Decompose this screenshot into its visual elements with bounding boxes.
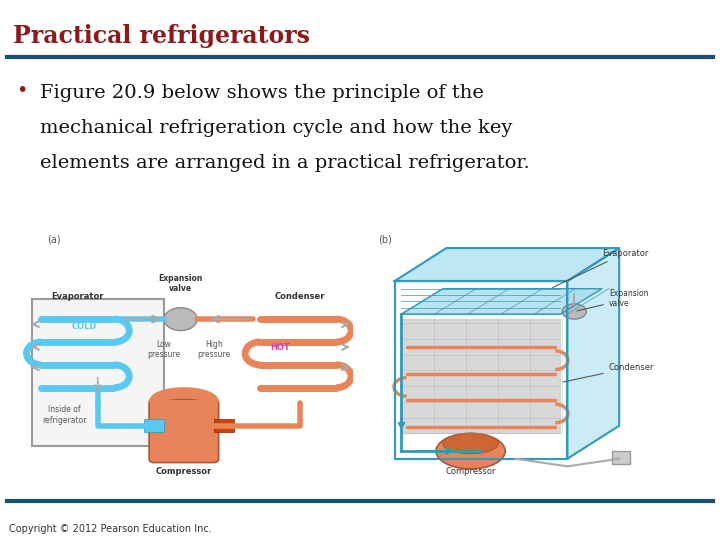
Text: mechanical refrigeration cycle and how the key: mechanical refrigeration cycle and how t…	[40, 119, 512, 137]
Text: Low
pressure: Low pressure	[148, 340, 181, 359]
Polygon shape	[567, 248, 619, 459]
Text: Compressor: Compressor	[446, 467, 496, 476]
Text: Compressor: Compressor	[156, 467, 212, 476]
Text: High
pressure: High pressure	[197, 340, 230, 359]
Text: Copyright © 2012 Pearson Education Inc.: Copyright © 2012 Pearson Education Inc.	[9, 523, 212, 534]
Ellipse shape	[443, 433, 498, 454]
Polygon shape	[402, 319, 560, 433]
Bar	[612, 451, 629, 464]
Polygon shape	[402, 289, 602, 314]
Text: Expansion
valve: Expansion valve	[158, 274, 203, 293]
Text: elements are arranged in a practical refrigerator.: elements are arranged in a practical ref…	[40, 154, 529, 172]
Bar	[395, 281, 567, 459]
Text: Evaporator: Evaporator	[552, 249, 648, 287]
Text: (b): (b)	[378, 235, 392, 245]
Ellipse shape	[436, 433, 505, 469]
Text: COLD: COLD	[72, 322, 97, 332]
Ellipse shape	[164, 308, 197, 330]
Text: Figure 20.9 below shows the principle of the: Figure 20.9 below shows the principle of…	[40, 84, 483, 102]
Bar	[144, 420, 164, 432]
Bar	[32, 299, 164, 446]
Text: Evaporator: Evaporator	[52, 292, 104, 301]
Ellipse shape	[562, 304, 586, 319]
Text: Expansion
valve: Expansion valve	[577, 289, 648, 311]
Text: (a): (a)	[47, 235, 60, 245]
Text: •: •	[16, 81, 27, 100]
Text: HOT: HOT	[270, 342, 289, 352]
Text: Condenser: Condenser	[274, 292, 325, 301]
Text: Practical refrigerators: Practical refrigerators	[13, 24, 310, 48]
FancyBboxPatch shape	[149, 399, 219, 463]
Text: Condenser: Condenser	[563, 363, 654, 382]
Polygon shape	[395, 248, 619, 281]
Bar	[214, 420, 233, 432]
Text: Inside of
refrigerator: Inside of refrigerator	[42, 406, 87, 425]
